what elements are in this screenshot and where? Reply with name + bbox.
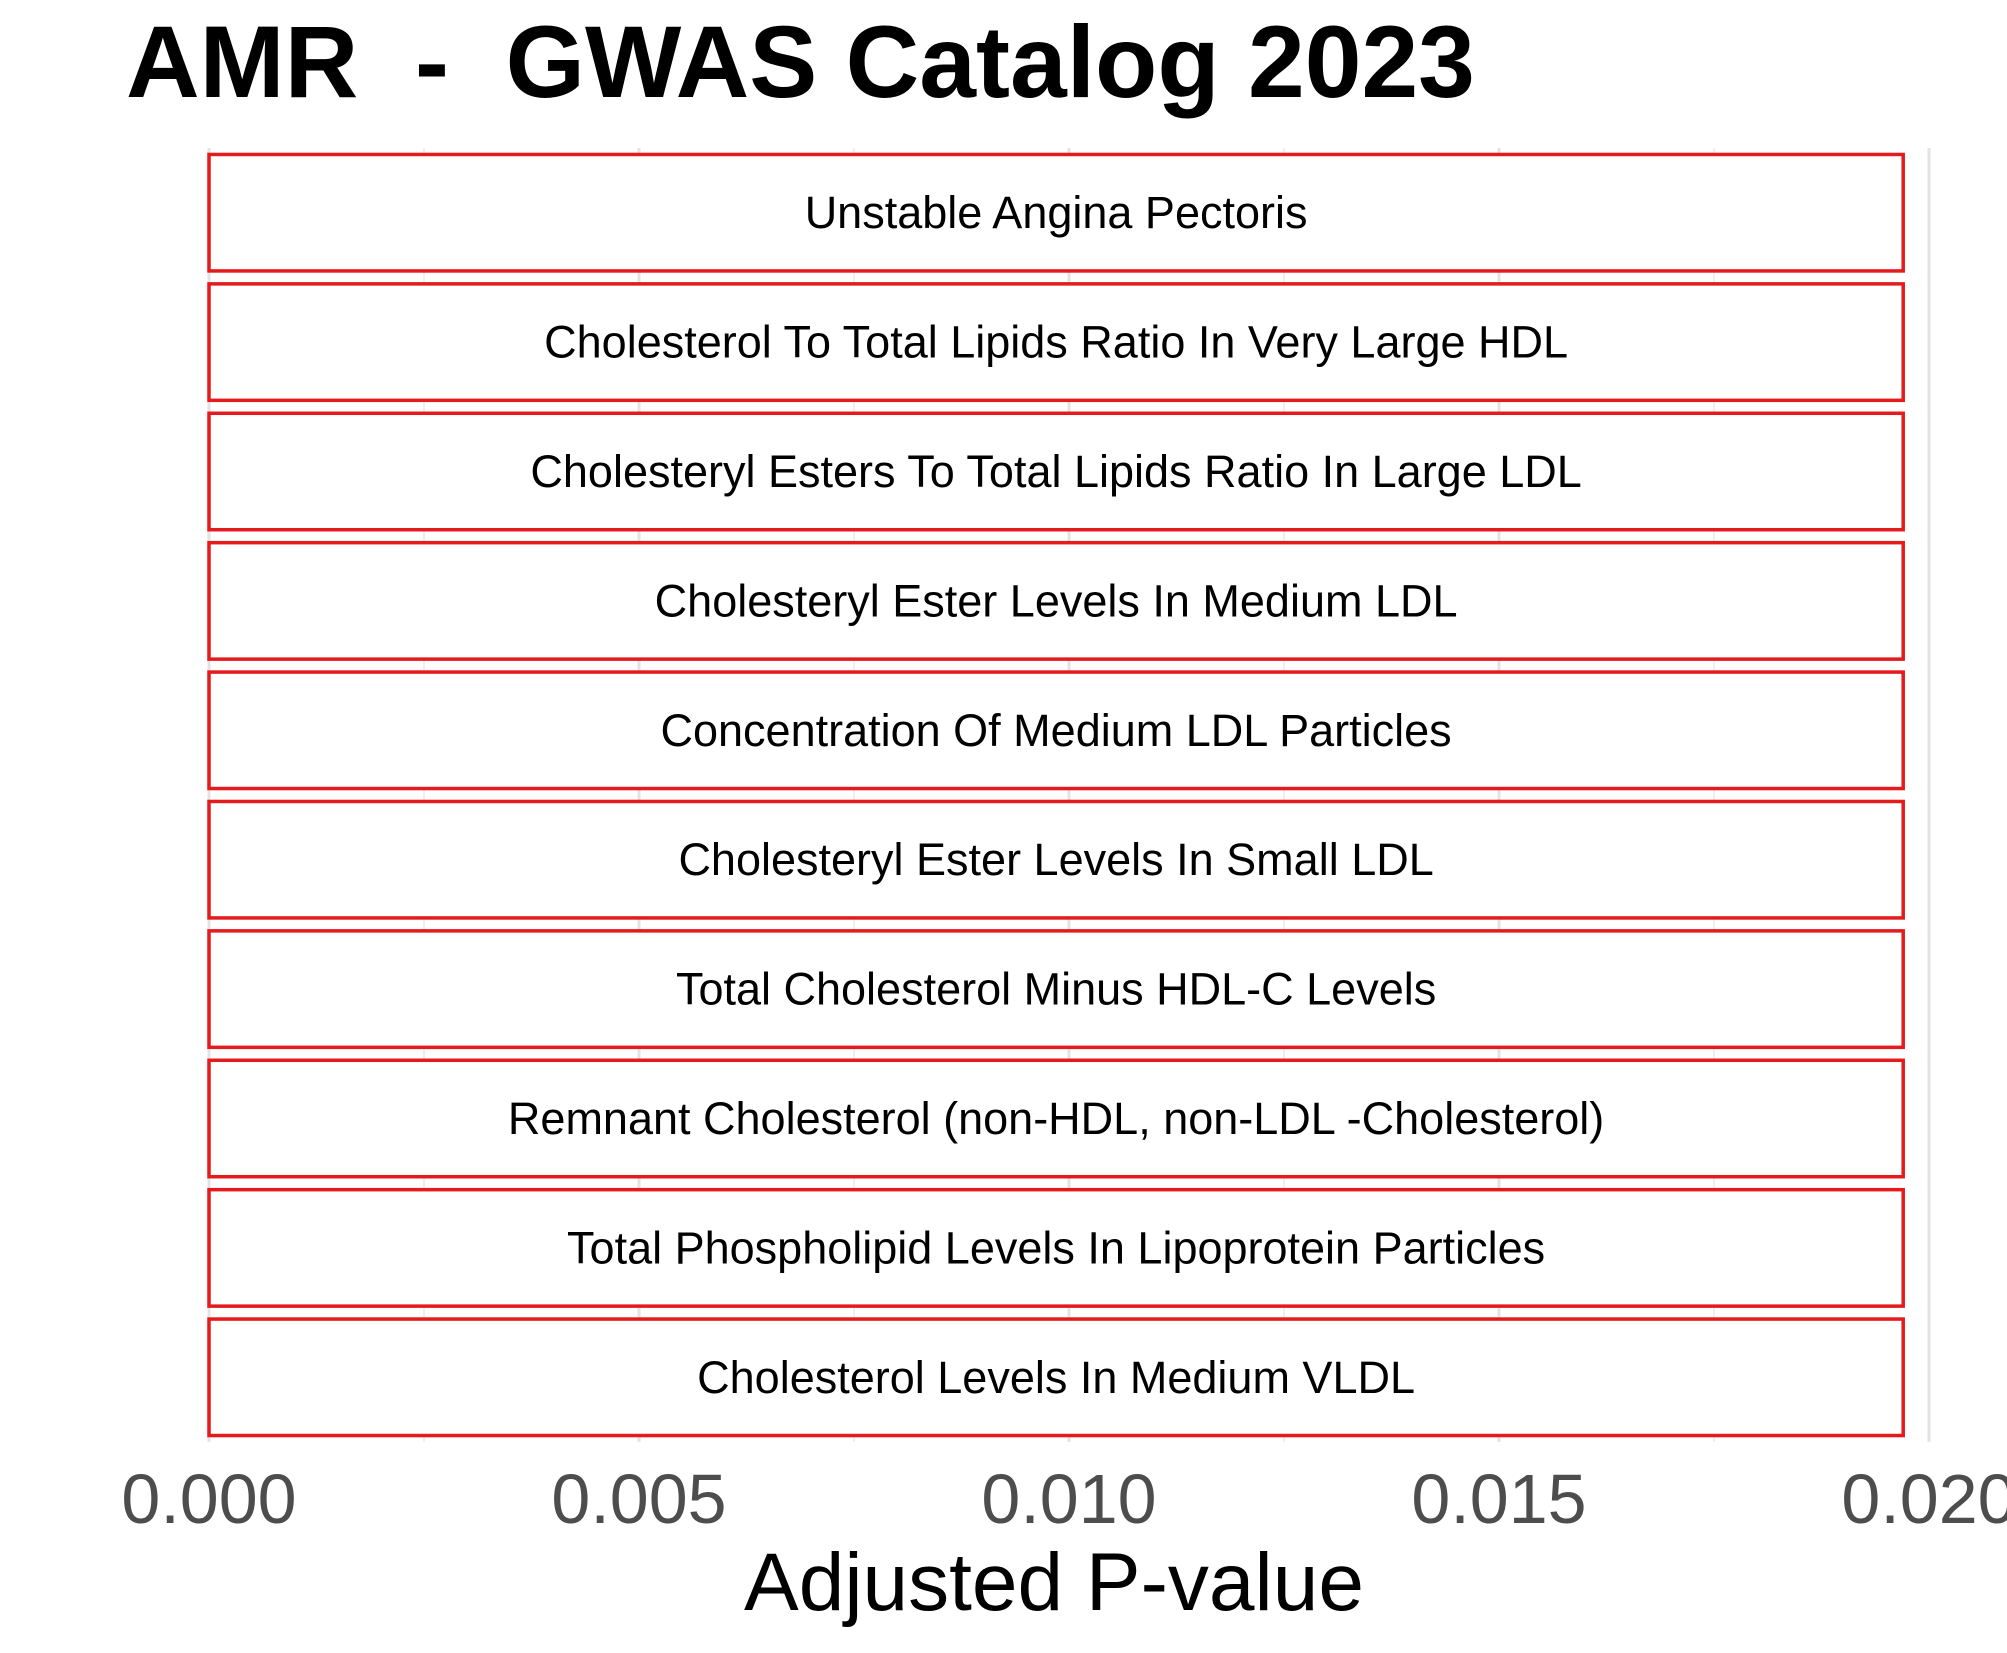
bar xyxy=(207,929,1905,1050)
bar xyxy=(207,1187,1905,1308)
chart-title: AMR - GWAS Catalog 2023 xyxy=(126,5,1475,119)
bar xyxy=(207,540,1905,661)
bar xyxy=(207,411,1905,532)
bar-label: Cholesteryl Ester Levels In Small LDL xyxy=(678,834,1433,885)
x-tick-label: 0.015 xyxy=(1411,1460,1586,1538)
bar-label: Cholesterol Levels In Medium VLDL xyxy=(697,1352,1415,1403)
bar xyxy=(207,1317,1905,1438)
bars-layer: Unstable Angina Pectoris Cholesterol To T… xyxy=(207,152,1905,1438)
bar xyxy=(207,152,1905,273)
bar-label: Cholesteryl Ester Levels In Medium LDL xyxy=(655,575,1458,626)
bar xyxy=(207,670,1905,791)
bar xyxy=(207,799,1905,920)
x-tick-label: 0.005 xyxy=(551,1460,726,1538)
x-axis-ticks: 0.000 0.005 0.010 0.015 0.020 xyxy=(121,1460,2007,1538)
x-axis-title: Adjusted P-value xyxy=(744,1537,1364,1628)
bar-label: Remnant Cholesterol (non-HDL, non-LDL -C… xyxy=(508,1093,1604,1144)
x-tick-label: 0.020 xyxy=(1841,1460,2007,1538)
bar xyxy=(207,282,1905,403)
bar xyxy=(207,1058,1905,1179)
bar-label: Cholesterol To Total Lipids Ratio In Ver… xyxy=(544,317,1568,368)
bar-label: Cholesteryl Esters To Total Lipids Ratio… xyxy=(530,446,1581,497)
bar-label: Total Phospholipid Levels In Lipoprotein… xyxy=(567,1222,1545,1273)
x-tick-label: 0.000 xyxy=(121,1460,296,1538)
bar-label: Unstable Angina Pectoris xyxy=(805,187,1308,238)
bar-label: Concentration Of Medium LDL Particles xyxy=(661,705,1452,756)
bar-label: Total Cholesterol Minus HDL-C Levels xyxy=(676,964,1436,1015)
x-tick-label: 0.010 xyxy=(981,1460,1156,1538)
